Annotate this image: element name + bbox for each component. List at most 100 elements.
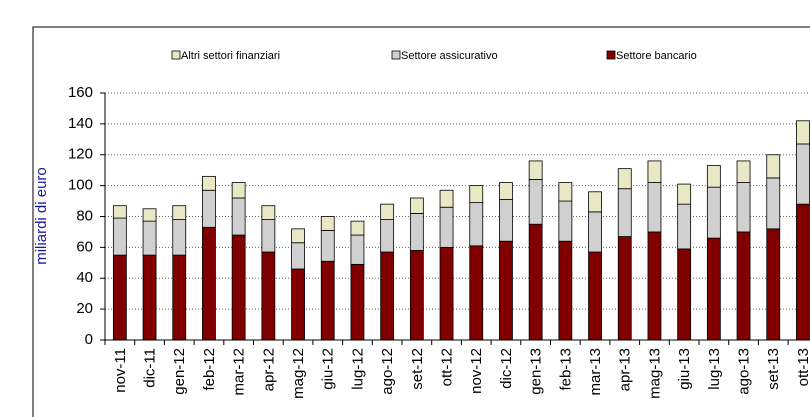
x-tick-label: lug-13 <box>706 348 723 390</box>
bar-segment <box>796 203 810 341</box>
bar-segment <box>261 205 276 220</box>
bar-segment <box>291 228 305 244</box>
x-tick-label: ott-12 <box>439 348 456 386</box>
y-tick-label: 100 <box>68 177 93 194</box>
bar-segment <box>202 175 216 191</box>
bar-segment <box>588 251 602 341</box>
bar-segment <box>736 160 751 183</box>
bar-segment <box>380 203 395 220</box>
x-tick-label: lug-12 <box>349 348 366 390</box>
bar-segment <box>380 251 395 341</box>
bar-segment <box>112 217 127 256</box>
bar-segment <box>677 248 692 341</box>
legend-label: Settore bancario <box>616 50 697 62</box>
bar-segment <box>469 202 484 247</box>
bar-segment <box>766 177 781 230</box>
bar-segment <box>558 182 573 202</box>
bar-segment <box>112 205 127 219</box>
x-tick-label: mag-13 <box>646 348 663 399</box>
x-tick-label: nov-12 <box>468 348 485 394</box>
y-tick-label: 40 <box>76 269 93 286</box>
x-tick-label: mag-12 <box>290 348 307 399</box>
bar-segment <box>766 228 781 341</box>
bar-segment <box>172 205 187 220</box>
bar-segment <box>409 197 424 214</box>
x-tick-label: mar-13 <box>587 348 604 396</box>
y-axis-label: miliardi di euro <box>33 167 50 265</box>
bar-segment <box>706 186 721 239</box>
bar-segment <box>439 246 454 341</box>
x-tick-label: giu-12 <box>320 348 337 390</box>
x-tick-label: feb-13 <box>557 348 574 391</box>
bar-segment <box>320 260 335 341</box>
bar-segment <box>796 143 810 205</box>
bar-segment <box>528 160 543 180</box>
bar-segment <box>261 251 276 341</box>
legend-label: Settore assicurativo <box>401 50 498 62</box>
bar-segment <box>291 268 305 341</box>
bar-segment <box>112 254 127 341</box>
bar-segment <box>617 188 632 237</box>
bar-segment <box>142 208 157 222</box>
y-tick-label: 60 <box>76 238 93 255</box>
x-tick-label: dic-12 <box>498 348 515 389</box>
bar-segment <box>231 197 246 236</box>
y-tick-label: 120 <box>68 146 93 163</box>
bar-segment <box>409 213 424 251</box>
bar-segment <box>528 179 543 225</box>
bar-segment <box>706 237 721 341</box>
y-tick-label: 140 <box>68 115 93 132</box>
y-tick-label: 80 <box>76 207 93 224</box>
x-tick-label: nov-11 <box>112 348 129 393</box>
bar-segment <box>350 234 365 265</box>
legend-swatch <box>391 50 401 60</box>
bar-segment <box>350 263 365 341</box>
bar-segment <box>231 182 246 199</box>
bar-segment <box>291 242 305 270</box>
bar-segment <box>677 183 692 205</box>
bar-segment <box>647 182 662 233</box>
bar-segment <box>499 240 513 341</box>
bar-segment <box>439 189 454 208</box>
bar-segment <box>142 220 157 256</box>
bar-segment <box>558 200 573 242</box>
x-tick-label: giu-13 <box>676 348 693 390</box>
bar-segment <box>706 165 721 188</box>
bar-segment <box>499 182 513 200</box>
bar-segment <box>439 206 454 248</box>
y-tick-label: 160 <box>68 84 93 101</box>
x-tick-label: gen-12 <box>171 348 188 395</box>
bar-segment <box>172 219 187 256</box>
bar-segment <box>736 231 751 341</box>
legend-swatch <box>606 50 616 60</box>
bar-segment <box>617 168 632 190</box>
bar-segment <box>528 223 543 341</box>
bar-segment <box>142 254 157 341</box>
x-tick-label: gen-13 <box>528 348 545 395</box>
y-tick-label: 20 <box>76 300 93 317</box>
bar-segment <box>469 185 484 204</box>
bar-segment <box>261 219 276 253</box>
x-tick-label: dic-11 <box>142 348 159 388</box>
bar-segment <box>677 203 692 250</box>
bar-segment <box>320 216 335 231</box>
x-tick-label: mar-12 <box>231 348 248 396</box>
bar-segment <box>202 189 216 228</box>
x-tick-label: ago-12 <box>379 348 396 395</box>
bar-segment <box>588 211 602 253</box>
bar-segment <box>647 231 662 341</box>
bar-segment <box>469 245 484 341</box>
x-tick-label: ott-13 <box>795 348 810 386</box>
x-tick-label: apr-12 <box>260 348 277 391</box>
x-tick-label: feb-12 <box>201 348 218 391</box>
legend-swatch <box>171 50 181 60</box>
bar-segment <box>558 240 573 341</box>
bar-segment <box>499 199 513 242</box>
bar-segment <box>796 120 810 145</box>
bar-segment <box>409 250 424 341</box>
x-tick-label: set-13 <box>765 348 782 390</box>
bar-segment <box>380 219 395 253</box>
y-tick-label: 0 <box>85 331 93 348</box>
